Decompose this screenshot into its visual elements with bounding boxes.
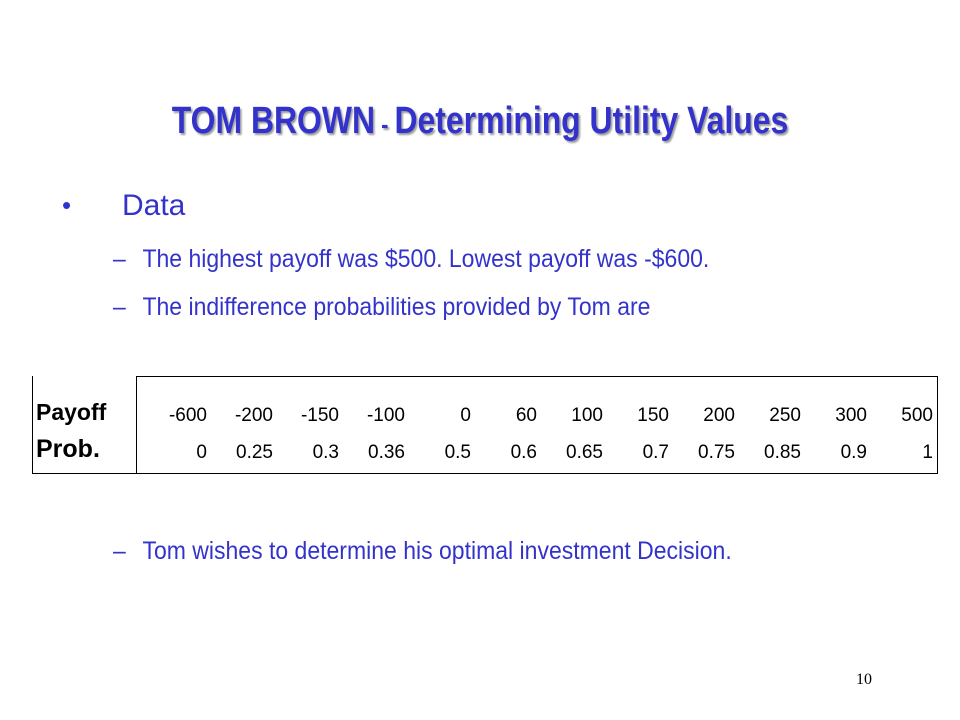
payoff-cell: 60 bbox=[515, 405, 537, 426]
sub-bullet-payoff-range: – The highest payoff was $500. Lowest pay… bbox=[113, 244, 709, 274]
payoff-cell: 150 bbox=[637, 405, 669, 426]
dash-icon: – bbox=[113, 293, 126, 321]
prob-row: 0 0.25 0.3 0.36 0.5 0.6 0.65 0.7 0.75 0.85 0.9 1 bbox=[141, 442, 933, 464]
prob-cell: 0.75 bbox=[698, 442, 735, 463]
payoff-cell: 300 bbox=[835, 405, 867, 426]
prob-cell: 0.9 bbox=[840, 442, 867, 463]
payoff-cell: 500 bbox=[901, 405, 933, 426]
payoff-row: -600 -200 -150 -100 0 60 100 150 200 250 300 500 bbox=[141, 405, 933, 427]
table-top-rule bbox=[136, 376, 937, 377]
prob-cell: 0.25 bbox=[236, 442, 273, 463]
prob-cell: 0.3 bbox=[312, 442, 339, 463]
prob-cell: 0.36 bbox=[368, 442, 405, 463]
utility-table: Payoff Prob. -600 -200 -150 -100 0 60 100 150 20… bbox=[32, 376, 938, 474]
payoff-cell: 250 bbox=[769, 405, 801, 426]
dash-icon: – bbox=[113, 245, 126, 273]
payoff-cell: -200 bbox=[234, 405, 273, 426]
sub-bullet-text: The highest payoff was $500. Lowest payo… bbox=[142, 245, 710, 273]
prob-cell: 0.5 bbox=[444, 442, 471, 463]
dash-icon: – bbox=[113, 537, 126, 565]
payoff-cell: 0 bbox=[460, 405, 471, 426]
title-rest: Determining Utility Values bbox=[394, 100, 789, 142]
title-main: TOM BROWN bbox=[171, 100, 376, 142]
slide-title: TOM BROWN - Determining Utility Values bbox=[77, 100, 883, 143]
prob-cell: 0.65 bbox=[566, 442, 603, 463]
payoff-cell: 100 bbox=[571, 405, 603, 426]
payoff-cell: -600 bbox=[168, 405, 207, 426]
sub-bullet-text: Tom wishes to determine his optimal inve… bbox=[142, 537, 732, 565]
prob-cell: 0.85 bbox=[764, 442, 801, 463]
prob-cell: 0 bbox=[196, 442, 207, 463]
prob-cell: 1 bbox=[922, 442, 933, 463]
sub-bullet-goal: – Tom wishes to determine his optimal inv… bbox=[113, 536, 732, 566]
prob-cell: 0.6 bbox=[510, 442, 537, 463]
sub-bullet-probabilities: – The indifference probabilities provided… bbox=[113, 292, 650, 322]
page-number: 10 bbox=[856, 671, 872, 688]
prob-row-label: Prob. bbox=[36, 435, 100, 463]
bullet-data: Data bbox=[122, 189, 186, 222]
payoff-cell: -150 bbox=[300, 405, 339, 426]
payoff-cell: 200 bbox=[703, 405, 735, 426]
title-separator: - bbox=[375, 109, 395, 139]
sub-bullet-text: The indifference probabilities provided … bbox=[142, 293, 651, 321]
prob-cell: 0.7 bbox=[642, 442, 669, 463]
payoff-row-label: Payoff bbox=[36, 399, 107, 425]
bullet-icon: • bbox=[62, 190, 72, 220]
payoff-cell: -100 bbox=[366, 405, 405, 426]
table-label-divider bbox=[136, 376, 137, 473]
